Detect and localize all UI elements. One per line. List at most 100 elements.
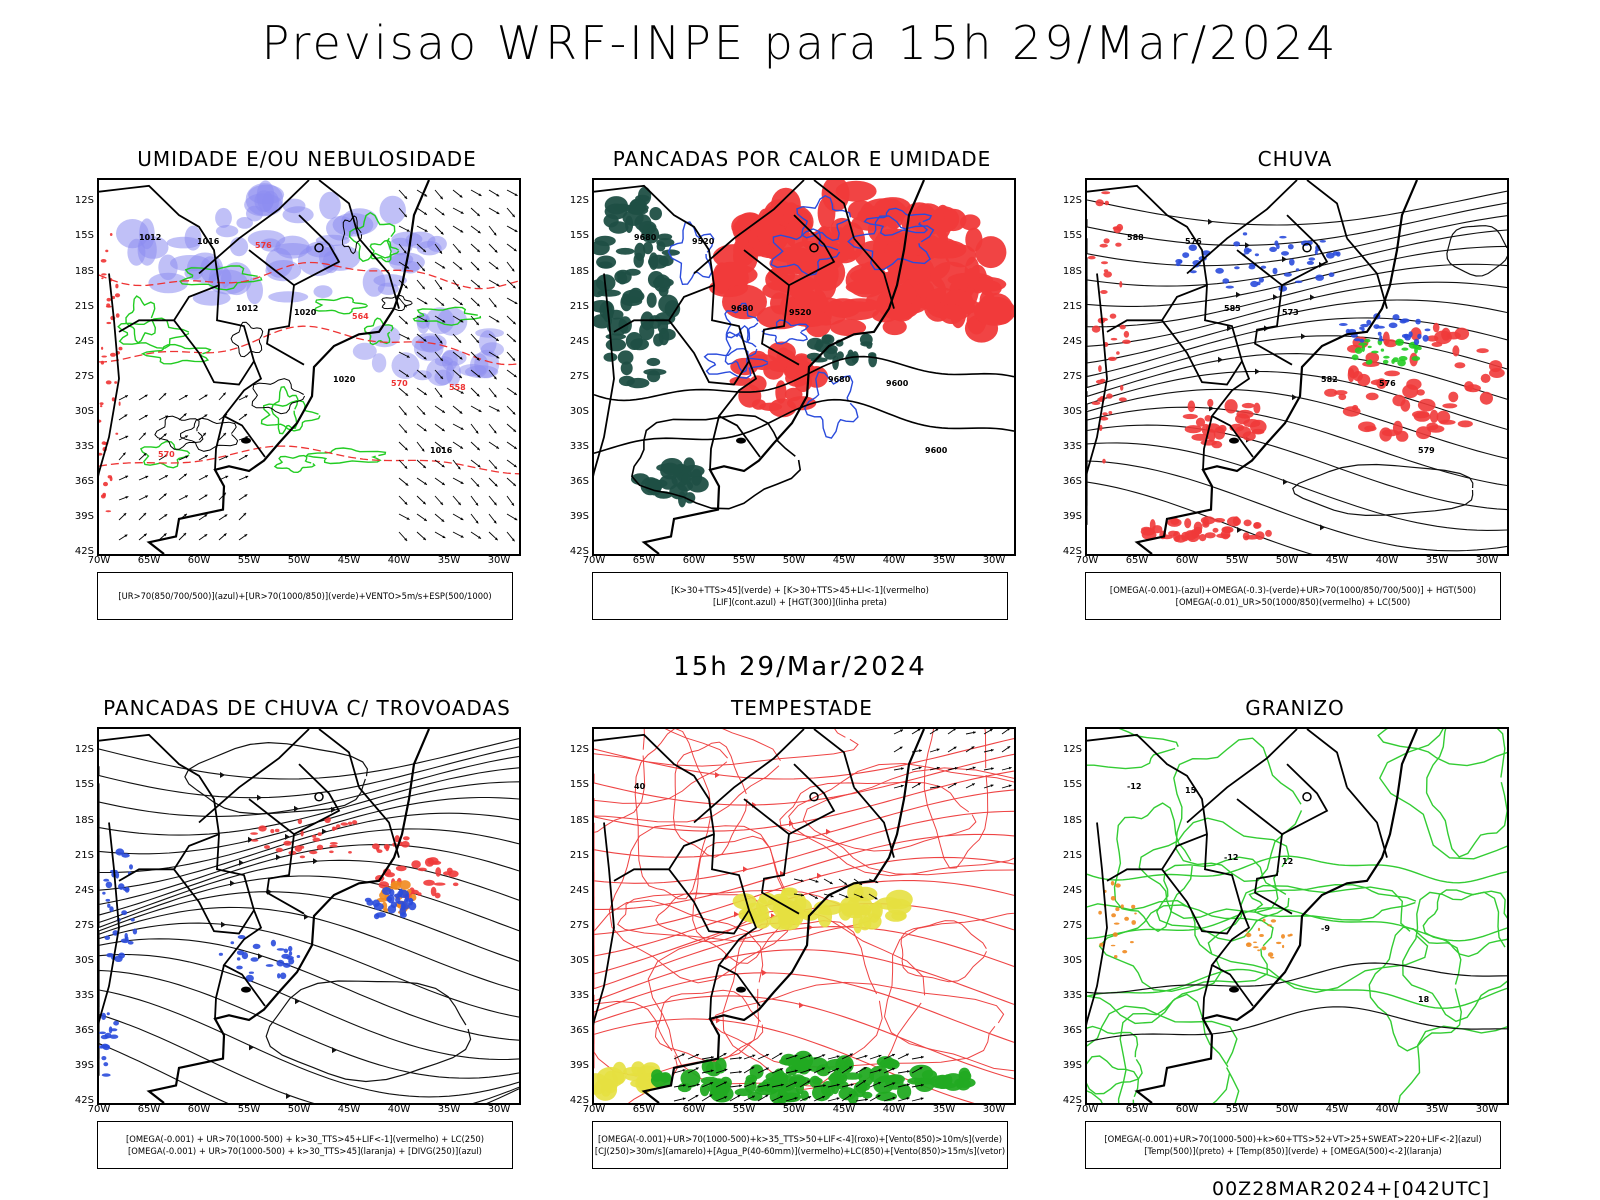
lat-tick-label: 30S bbox=[1062, 405, 1082, 417]
lon-tick-label: 60W bbox=[1175, 1104, 1199, 1115]
contour-label: 1012 bbox=[139, 233, 161, 242]
lon-tick-label: 30W bbox=[487, 1104, 511, 1115]
legend-line: [OMEGA(-0.001)-(azul)+OMEGA(-0.3)-(verde… bbox=[1109, 585, 1477, 595]
contour-label: 579 bbox=[1418, 446, 1435, 455]
lat-tick-label: 27S bbox=[1062, 919, 1082, 931]
contour-label: 1012 bbox=[236, 304, 258, 313]
lat-tick-label: 15S bbox=[569, 230, 589, 242]
lon-tick-label: 65W bbox=[632, 555, 656, 566]
lon-tick-label: 55W bbox=[1225, 555, 1249, 566]
lat-tick-label: 39S bbox=[74, 1059, 94, 1071]
lat-tick-label: 18S bbox=[74, 265, 94, 277]
lat-tick-label: 21S bbox=[569, 300, 589, 312]
lat-tick-label: 12S bbox=[74, 195, 94, 207]
lon-tick-label: 70W bbox=[1075, 555, 1099, 566]
lon-tick-label: 35W bbox=[1425, 555, 1449, 566]
lon-tick-label: 60W bbox=[187, 555, 211, 566]
lon-tick-label: 40W bbox=[1375, 1104, 1399, 1115]
legend-line: [OMEGA(-0.001) + UR>70(1000-500) + k>30_… bbox=[125, 1134, 485, 1144]
legend-line: [K>30+TTS>45](verde) + [K>30+TTS>45+LI<-… bbox=[671, 585, 929, 595]
lat-tick-label: 12S bbox=[1062, 744, 1082, 756]
contour-label: 576 bbox=[255, 241, 272, 250]
contour-label: 588 bbox=[1127, 233, 1144, 242]
lon-tick-label: 50W bbox=[782, 555, 806, 566]
map-canvas bbox=[99, 729, 519, 1103]
panel-legend: [OMEGA(-0.001) + UR>70(1000-500) + k>30_… bbox=[97, 1121, 513, 1169]
legend-line: [OMEGA(-0.001)+UR>70(1000-500)+k>35_TTS>… bbox=[598, 1134, 1002, 1144]
lon-tick-label: 35W bbox=[1425, 1104, 1449, 1115]
lat-tick-label: 33S bbox=[1062, 440, 1082, 452]
contour-label: 9600 bbox=[886, 379, 909, 388]
lon-tick-label: 35W bbox=[437, 1104, 461, 1115]
contour-label: -12 bbox=[1127, 782, 1141, 791]
forecast-map-2: 588 585 582 579 576 573 576 bbox=[1085, 178, 1509, 556]
panel-title: TEMPESTADE bbox=[731, 696, 873, 720]
panel-legend: [OMEGA(-0.001)+UR>70(1000-500)+k>60+TTS>… bbox=[1085, 1121, 1501, 1169]
lat-tick-label: 15S bbox=[74, 230, 94, 242]
lat-tick-label: 39S bbox=[569, 510, 589, 522]
lat-tick-label: 30S bbox=[569, 405, 589, 417]
panel-title: PANCADAS DE CHUVA C/ TROVOADAS bbox=[103, 696, 511, 720]
contour-label: 12 bbox=[1282, 857, 1293, 866]
contour-label: 585 bbox=[1224, 304, 1241, 313]
lat-tick-label: 21S bbox=[1062, 849, 1082, 861]
lon-tick-label: 45W bbox=[1325, 1104, 1349, 1115]
lon-tick-label: 60W bbox=[187, 1104, 211, 1115]
contour-label: 15 bbox=[1185, 786, 1197, 795]
lat-tick-label: 33S bbox=[74, 989, 94, 1001]
lat-tick-label: 36S bbox=[1062, 1024, 1082, 1036]
lat-tick-label: 27S bbox=[569, 370, 589, 382]
lon-tick-label: 35W bbox=[932, 555, 956, 566]
lat-tick-label: 15S bbox=[74, 779, 94, 791]
lon-tick-label: 60W bbox=[682, 555, 706, 566]
lon-tick-label: 65W bbox=[1125, 1104, 1149, 1115]
lat-tick-label: 39S bbox=[1062, 1059, 1082, 1071]
lon-tick-label: 65W bbox=[632, 1104, 656, 1115]
forecast-map-3 bbox=[97, 727, 521, 1105]
panel-legend: [UR>70(850/700/500)](azul)+[UR>70(1000/8… bbox=[97, 572, 513, 620]
contour-label: 9520 bbox=[692, 237, 715, 246]
lat-tick-label: 21S bbox=[569, 849, 589, 861]
lat-tick-label: 12S bbox=[569, 744, 589, 756]
forecast-time-label: 15h 29/Mar/2024 bbox=[673, 652, 927, 682]
legend-line: [OMEGA(-0.001) + UR>70(1000-500) + k>30_… bbox=[128, 1146, 482, 1156]
panel-title: CHUVA bbox=[1257, 147, 1333, 171]
lon-tick-label: 55W bbox=[732, 555, 756, 566]
lat-tick-label: 24S bbox=[1062, 884, 1082, 896]
lon-tick-label: 70W bbox=[582, 1104, 606, 1115]
lat-tick-label: 18S bbox=[74, 814, 94, 826]
map-canvas: 588 585 582 579 576 573 576 bbox=[1087, 180, 1507, 554]
map-canvas: 9680 9680 9680 9600 9520 9520 9600 bbox=[594, 180, 1014, 554]
lat-tick-label: 30S bbox=[74, 954, 94, 966]
contour-label: 582 bbox=[1321, 375, 1338, 384]
lat-tick-label: 36S bbox=[74, 1024, 94, 1036]
lat-tick-label: 12S bbox=[1062, 195, 1082, 207]
lon-tick-label: 55W bbox=[1225, 1104, 1249, 1115]
lon-tick-label: 30W bbox=[1475, 1104, 1499, 1115]
contour-label: 9680 bbox=[731, 304, 754, 313]
lon-tick-label: 40W bbox=[387, 555, 411, 566]
lon-tick-label: 70W bbox=[582, 555, 606, 566]
panel-title: UMIDADE E/OU NEBULOSIDADE bbox=[137, 147, 477, 171]
lat-tick-label: 24S bbox=[569, 884, 589, 896]
lat-tick-label: 21S bbox=[1062, 300, 1082, 312]
legend-line: [Temp(500)](preto) + [Temp(850)](verde) … bbox=[1144, 1146, 1442, 1156]
lat-tick-label: 12S bbox=[74, 744, 94, 756]
lon-tick-label: 55W bbox=[237, 1104, 261, 1115]
lat-tick-label: 21S bbox=[74, 849, 94, 861]
lat-tick-label: 30S bbox=[1062, 954, 1082, 966]
lat-tick-label: 27S bbox=[74, 370, 94, 382]
lat-tick-label: 24S bbox=[569, 335, 589, 347]
lat-tick-label: 36S bbox=[1062, 475, 1082, 487]
lon-tick-label: 30W bbox=[487, 555, 511, 566]
lat-tick-label: 21S bbox=[74, 300, 94, 312]
legend-line: [LIF](cont.azul) + [HGT(300)](linha pret… bbox=[713, 597, 887, 607]
forecast-map-1: 9680 9680 9680 9600 9520 9520 9600 bbox=[592, 178, 1016, 556]
lon-tick-label: 50W bbox=[287, 1104, 311, 1115]
contour-label: 1016 bbox=[197, 237, 220, 246]
contour-label: 9520 bbox=[789, 308, 812, 317]
lon-tick-label: 50W bbox=[1275, 1104, 1299, 1115]
lon-tick-label: 45W bbox=[832, 555, 856, 566]
lat-tick-label: 27S bbox=[1062, 370, 1082, 382]
lat-tick-label: 42S bbox=[74, 546, 94, 557]
